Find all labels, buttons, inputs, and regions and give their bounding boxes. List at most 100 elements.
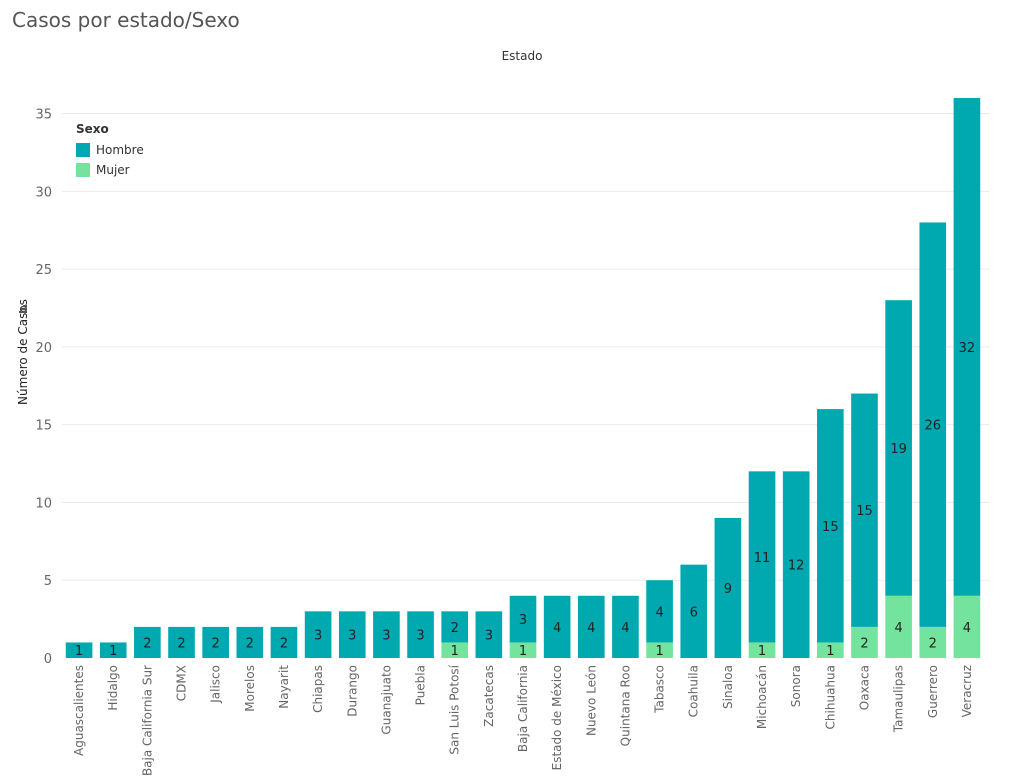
- data-label-hombre: 1: [75, 644, 83, 659]
- bar-hombre[interactable]: [134, 626, 161, 658]
- data-label-hombre: 12: [788, 559, 805, 574]
- bar-hombre[interactable]: [441, 611, 469, 643]
- bar-hombre[interactable]: [817, 409, 844, 643]
- x-tick-label: Chiapas: [311, 665, 325, 713]
- data-label-hombre: 2: [280, 636, 288, 651]
- data-label-hombre: 15: [822, 520, 839, 535]
- data-label-hombre: 3: [416, 629, 424, 644]
- bar-hombre[interactable]: [338, 611, 366, 658]
- sort-icon[interactable]: [19, 305, 27, 313]
- y-tick-label: 30: [35, 185, 52, 200]
- bar-hombre[interactable]: [65, 642, 93, 658]
- x-tick-label: CDMX: [175, 665, 189, 701]
- bar-hombre[interactable]: [680, 564, 708, 658]
- bar-hombre[interactable]: [953, 98, 981, 596]
- data-label-mujer: 1: [758, 644, 766, 659]
- x-tick-label: Puebla: [414, 665, 428, 705]
- bar-mujer[interactable]: [953, 595, 981, 658]
- x-tick-label: Tamaulipas: [892, 665, 906, 733]
- data-label-hombre: 1: [109, 644, 117, 659]
- data-label-mujer: 1: [826, 644, 834, 659]
- bar-hombre[interactable]: [99, 642, 127, 658]
- bar-hombre[interactable]: [646, 580, 673, 643]
- bar-mujer[interactable]: [919, 626, 947, 658]
- x-tick-label: Oaxaca: [857, 665, 871, 710]
- y-tick-label: 35: [35, 108, 52, 123]
- bar-hombre[interactable]: [782, 471, 810, 658]
- sort-icon-bar: [21, 308, 27, 310]
- data-label-hombre: 2: [143, 636, 151, 651]
- bar-hombre[interactable]: [714, 518, 742, 658]
- bar-mujer[interactable]: [748, 642, 776, 658]
- bar-hombre[interactable]: [612, 595, 639, 658]
- x-tick-label: Aguascalientes: [72, 665, 86, 756]
- x-tick-label: Hidalgo: [106, 665, 120, 711]
- data-label-hombre: 3: [382, 629, 390, 644]
- x-tick-label: Baja California: [516, 665, 530, 752]
- chart-title: Casos por estado/Sexo: [12, 8, 240, 32]
- data-label-mujer: 2: [929, 636, 937, 651]
- bar-hombre[interactable]: [270, 626, 298, 658]
- bar-mujer[interactable]: [817, 642, 844, 658]
- data-label-hombre: 2: [177, 636, 185, 651]
- x-tick-label: Tabasco: [653, 665, 667, 714]
- x-tick-label: Nayarit: [277, 665, 291, 709]
- bar-mujer[interactable]: [509, 642, 537, 658]
- bar-mujer[interactable]: [441, 642, 469, 658]
- data-label-mujer: 1: [655, 644, 663, 659]
- y-tick-label: 25: [35, 263, 52, 278]
- x-tick-label: Guanajuato: [379, 665, 393, 735]
- x-tick-label: Zacatecas: [482, 665, 496, 727]
- x-tick-label: Sonora: [789, 665, 803, 707]
- bar-hombre[interactable]: [475, 611, 503, 658]
- legend-label-mujer: Mujer: [96, 163, 130, 177]
- data-label-hombre: 6: [690, 605, 698, 620]
- x-tick-label: Morelos: [243, 665, 257, 712]
- data-label-hombre: 2: [246, 636, 254, 651]
- x-tick-label: Estado de México: [550, 665, 564, 770]
- data-label-hombre: 19: [890, 442, 907, 457]
- x-tick-label: Durango: [345, 665, 359, 717]
- data-label-hombre: 4: [587, 621, 595, 636]
- x-tick-label: Quintana Roo: [618, 665, 632, 746]
- bar-hombre[interactable]: [407, 611, 434, 658]
- bar-mujer[interactable]: [885, 595, 912, 658]
- legend: Sexo Hombre Mujer: [76, 122, 144, 180]
- y-tick-label: 0: [44, 652, 52, 667]
- bar-mujer[interactable]: [851, 626, 878, 658]
- data-label-hombre: 4: [553, 621, 561, 636]
- y-tick-label: 10: [35, 496, 52, 511]
- data-label-hombre: 32: [959, 341, 976, 356]
- legend-item-mujer[interactable]: Mujer: [76, 160, 144, 180]
- y-tick-label: 15: [35, 419, 52, 434]
- x-tick-label: Jalisco: [209, 665, 223, 704]
- bar-hombre[interactable]: [543, 595, 571, 658]
- bar-hombre[interactable]: [509, 595, 537, 643]
- data-label-hombre: 3: [314, 629, 322, 644]
- bar-mujer[interactable]: [646, 642, 673, 658]
- bar-hombre[interactable]: [851, 393, 878, 627]
- legend-item-hombre[interactable]: Hombre: [76, 140, 144, 160]
- bar-hombre[interactable]: [885, 300, 912, 596]
- data-label-mujer: 4: [963, 621, 971, 636]
- x-tick-label: Nuevo León: [584, 665, 598, 736]
- bar-hombre[interactable]: [304, 611, 332, 658]
- bar-hombre[interactable]: [168, 626, 195, 658]
- bar-hombre[interactable]: [202, 626, 229, 658]
- data-label-mujer: 4: [894, 621, 902, 636]
- data-label-mujer: 1: [519, 644, 527, 659]
- x-tick-label: Chihuahua: [823, 665, 837, 729]
- bar-hombre[interactable]: [748, 471, 776, 643]
- legend-swatch-hombre: [76, 143, 90, 157]
- x-tick-label: Veracruz: [960, 665, 974, 717]
- data-label-hombre: 3: [485, 629, 493, 644]
- data-label-mujer: 1: [451, 644, 459, 659]
- bar-hombre[interactable]: [236, 626, 264, 658]
- bar-hombre[interactable]: [373, 611, 400, 658]
- legend-title: Sexo: [76, 122, 109, 136]
- data-label-hombre: 3: [519, 613, 527, 628]
- bar-hombre[interactable]: [577, 595, 605, 658]
- bar-hombre[interactable]: [919, 222, 947, 627]
- data-label-mujer: 2: [860, 636, 868, 651]
